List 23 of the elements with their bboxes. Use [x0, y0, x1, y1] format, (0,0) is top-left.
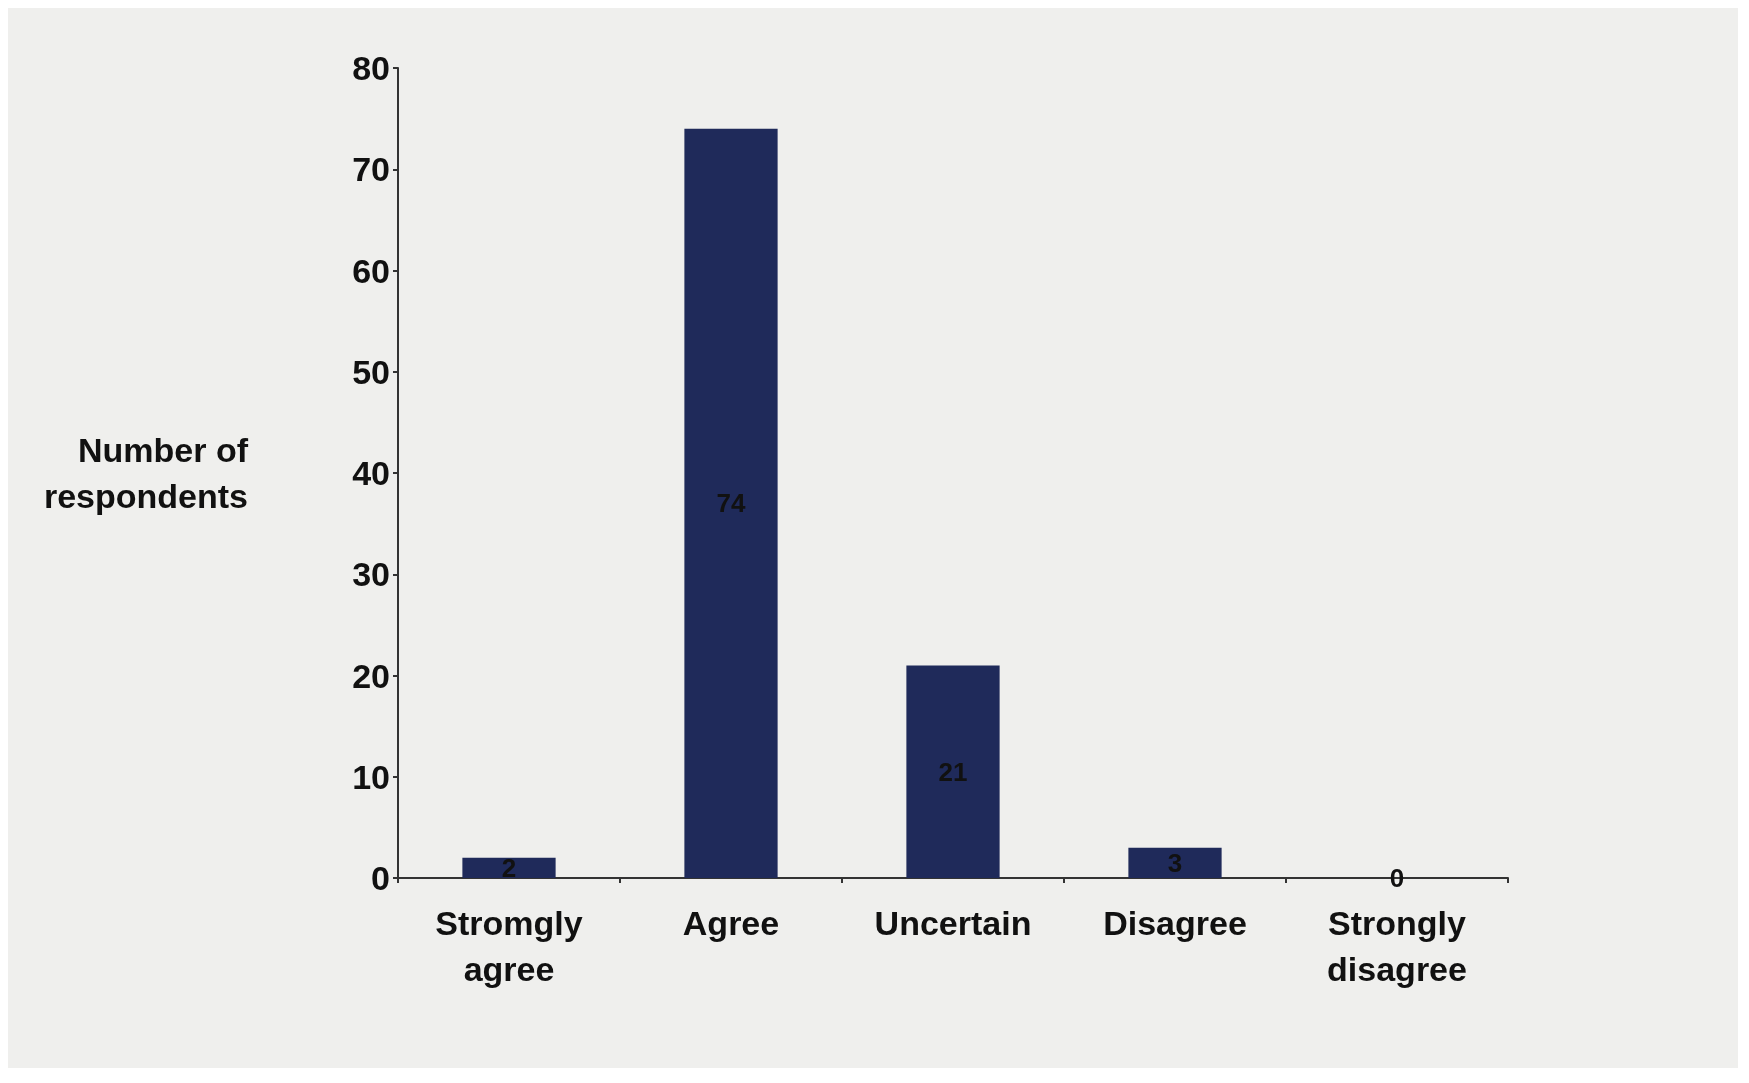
bar — [684, 128, 778, 878]
y-axis-title: Number of respondents — [43, 431, 249, 515]
bar — [1128, 847, 1222, 878]
data-label: 21 — [938, 756, 968, 787]
y-tick-label: 40 — [352, 454, 390, 492]
data-label: 2 — [501, 852, 517, 883]
y-tick-label: 0 — [371, 859, 390, 897]
x-tick-label: Disagree — [1103, 904, 1247, 942]
y-tick-label: 20 — [352, 656, 390, 695]
y-tick-label: 50 — [352, 352, 390, 391]
data-label: 74 — [716, 488, 746, 519]
x-tick-label: Agree — [682, 904, 780, 942]
x-tick-label: Strongly disagree — [1327, 904, 1467, 988]
bar — [462, 857, 556, 878]
x-tick-label: Uncertain — [874, 904, 1032, 942]
y-tick-label: 70 — [352, 150, 390, 189]
y-tick-label: 60 — [352, 251, 390, 290]
bar — [906, 665, 1000, 878]
y-tick-label: 10 — [352, 757, 390, 796]
x-tick-label: Stromgly agree — [435, 904, 583, 988]
data-label: 3 — [1167, 847, 1183, 878]
y-tick-label: 30 — [352, 555, 390, 594]
y-tick-label: 80 — [352, 49, 390, 87]
